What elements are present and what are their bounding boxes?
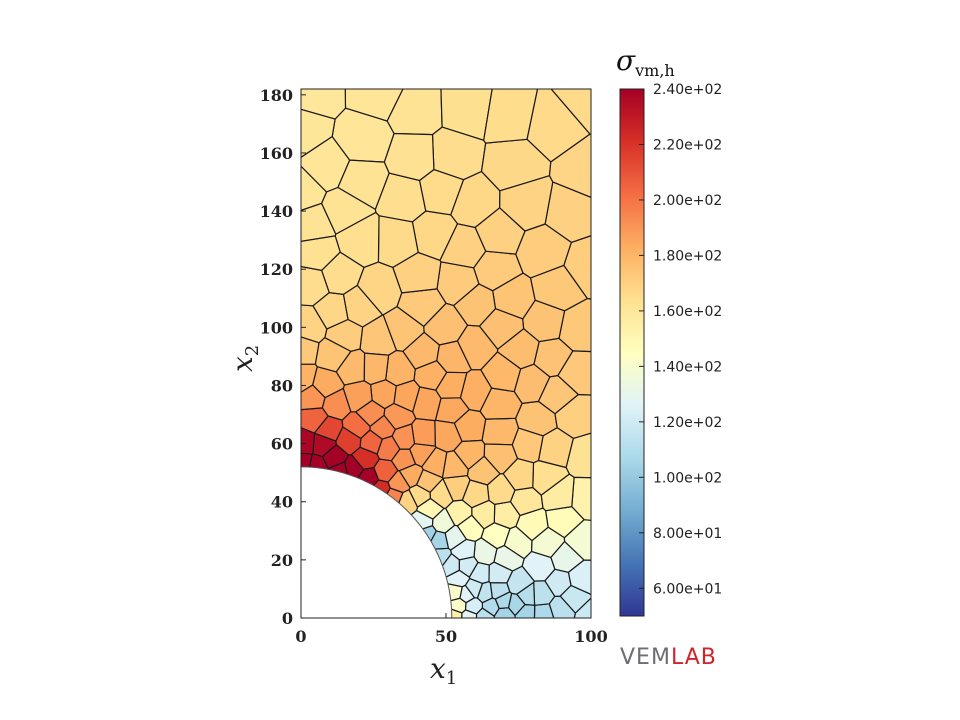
mesh-cell [338,487,404,580]
mesh-cell [464,577,484,599]
mesh-cell [301,108,336,160]
mesh-cell [312,432,338,458]
mesh-cell [314,336,352,373]
y-tick-label: 60 [271,435,293,454]
mesh-cell [385,349,416,387]
mesh-cell [559,584,591,614]
y-tick-label: 100 [260,318,293,337]
colorbar [619,88,645,617]
mesh-cell [431,507,456,534]
colorbar-tick-label: 1.40e+02 [653,359,722,375]
mesh-cell [342,466,380,521]
mesh-cell [335,426,362,456]
mesh-cell [376,509,434,545]
mesh-cell [474,207,526,255]
mesh-cell [488,561,514,584]
mesh-cell [548,89,591,135]
y-tick-label: 40 [271,493,293,512]
mesh-cell [502,457,535,491]
colorbar-tick-label: 1.80e+02 [653,248,722,264]
mesh-cell [458,556,479,578]
y-axis-title: x2 [226,345,263,372]
mesh-cell [301,89,347,120]
colorbar-tick-label: 8.00e+01 [653,526,722,542]
mesh-cell [342,380,373,413]
hole-boundary [300,466,453,619]
y-axis-ticks: 0 20 40 60 80 100 120 140 160 180 [260,86,306,628]
y-tick-label: 140 [260,202,293,221]
mesh-cell [387,469,411,494]
mesh-cell [479,387,523,420]
mesh-cell [342,284,384,328]
colorbar-tick-label: 6.00e+01 [653,581,722,597]
y-tick-label: 0 [282,609,293,628]
y-tick-label: 20 [271,551,293,570]
colorbar-tick-label: 2.40e+02 [653,82,722,98]
y-tick-label: 120 [260,260,293,279]
stress-mesh [301,89,591,618]
mesh-cell [529,264,589,312]
mesh-cell [410,417,437,447]
colorbar-ticks: 6.00e+01 8.00e+01 1.00e+02 1.20e+02 1.40e+02… [639,82,722,597]
x-tick-label: 50 [435,627,457,646]
mesh-cell [571,476,591,522]
mesh-cell [435,371,468,399]
colorbar-tick-label: 1.20e+02 [653,415,722,431]
y-tick-label: 80 [271,376,293,395]
y-tick-label: 160 [260,144,293,163]
mesh-cell [301,384,326,411]
mesh-cell [301,479,391,618]
mesh-cell [459,584,476,604]
mesh-cell [301,453,329,613]
mesh-cell [481,417,520,446]
colorbar-tick-label: 1.60e+02 [653,304,722,320]
mesh-cell [441,450,469,479]
mesh-cell [301,235,341,272]
colorbar-tick-label: 1.00e+02 [653,470,722,486]
mesh-cell [409,443,437,468]
mesh-cell [537,374,580,415]
mesh-cell [461,479,490,509]
mesh-cell [301,524,438,618]
mesh-cell [444,524,468,551]
vemlab-logo: VEMLAB [620,645,717,670]
y-tick-label: 180 [260,86,293,105]
mesh-cell [301,265,330,307]
mesh-cell [301,407,329,434]
mesh-cell [301,461,352,618]
mesh-cell [494,591,513,610]
mesh-cell [540,473,575,512]
colorbar-tick-label: 2.00e+02 [653,193,722,209]
mesh-cell [439,223,487,269]
x-tick-label: 0 [295,627,306,646]
mesh-cell [301,162,328,212]
mesh-cell [515,581,536,606]
x-tick-label: 100 [574,627,607,646]
mesh-cell [393,379,421,413]
colorbar-title: σvm,h [616,44,675,80]
mesh-cell [369,414,397,440]
mesh-cell [363,352,390,386]
mesh-cell [315,601,463,618]
x-axis-title: x1 [430,652,457,689]
mesh-cell [478,307,525,351]
mesh-cell [382,305,425,352]
mesh-cell [301,547,453,618]
x-axis-ticks: 0 50 100 [295,613,608,646]
colorbar-tick-label: 2.20e+02 [653,137,722,153]
mesh-cell [418,168,465,216]
mesh-cell [483,89,539,144]
mesh-cell [537,426,574,469]
